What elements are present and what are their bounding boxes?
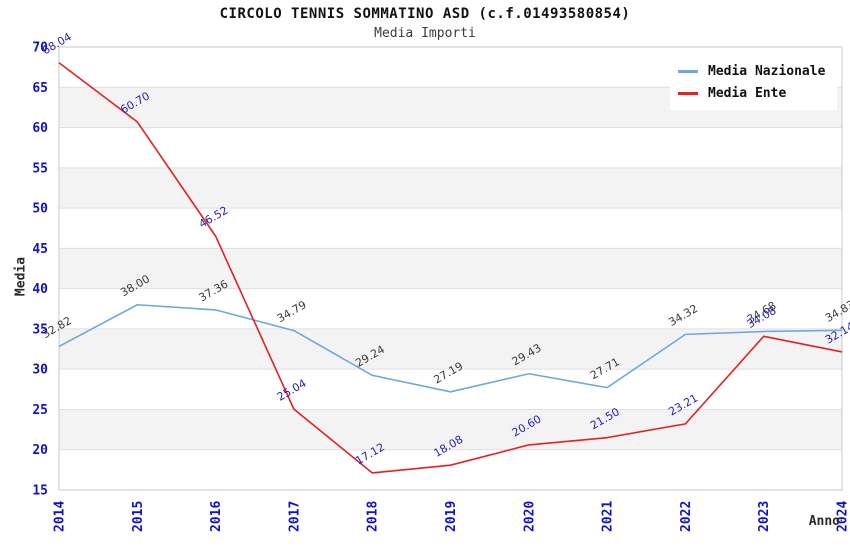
chart-title: CIRCOLO TENNIS SOMMATINO ASD (c.f.014935… [219, 6, 631, 22]
series-line-1 [58, 62, 843, 474]
legend: Media Nazionale Media Ente [670, 57, 838, 110]
x-tick-label: 2017 [287, 501, 302, 532]
y-tick-label: 15 [32, 484, 48, 499]
x-tick-label: 2023 [757, 501, 772, 532]
grid-band [59, 409, 842, 450]
grid-band [59, 167, 842, 209]
data-point-label: 34.32 [666, 302, 700, 329]
x-tick-label: 2024 [836, 501, 850, 532]
chart-subtitle: Media Importi [374, 26, 476, 41]
data-point-label: 34.79 [275, 298, 309, 325]
plot-border [58, 46, 843, 491]
legend-label: Media Nazionale [708, 64, 826, 79]
y-tick-label: 30 [32, 363, 48, 378]
x-tick-label: 2020 [522, 501, 537, 532]
x-tick-label: 2021 [601, 501, 616, 532]
legend-label: Media Ente [708, 86, 787, 101]
x-tick-label: 2016 [209, 501, 224, 532]
data-point-label: 34.83 [823, 298, 850, 325]
data-point-label: 25.04 [275, 377, 309, 404]
data-point-label: 68.04 [40, 30, 74, 57]
grid-band [59, 328, 842, 370]
y-tick-label: 50 [32, 202, 48, 217]
legend-item-media-nazionale: Media Nazionale [678, 64, 825, 79]
series-line-0 [58, 303, 843, 393]
x-tick-label: 2018 [366, 501, 381, 532]
line-swatch-icon [678, 70, 698, 73]
grid-band [59, 248, 842, 289]
y-tick-label: 55 [32, 161, 48, 176]
y-tick-label: 20 [32, 443, 48, 458]
y-tick-label: 45 [32, 242, 48, 257]
legend-item-media-ente: Media Ente [678, 86, 825, 101]
y-tick-label: 25 [32, 403, 48, 418]
x-tick-label: 2022 [679, 501, 694, 532]
y-tick-label: 60 [32, 121, 48, 136]
x-tick-label: 2019 [444, 501, 459, 532]
x-tick-label: 2014 [53, 501, 68, 532]
y-axis-title: Media [13, 256, 29, 297]
y-tick-label: 40 [32, 282, 48, 297]
data-point-label: 32.14 [823, 320, 850, 347]
y-tick-label: 35 [32, 322, 48, 337]
x-axis-title: Anno [808, 514, 840, 529]
y-tick-label: 65 [32, 81, 48, 96]
line-swatch-icon [678, 92, 698, 95]
y-tick-label: 70 [32, 41, 48, 56]
x-tick-label: 2015 [131, 501, 146, 532]
